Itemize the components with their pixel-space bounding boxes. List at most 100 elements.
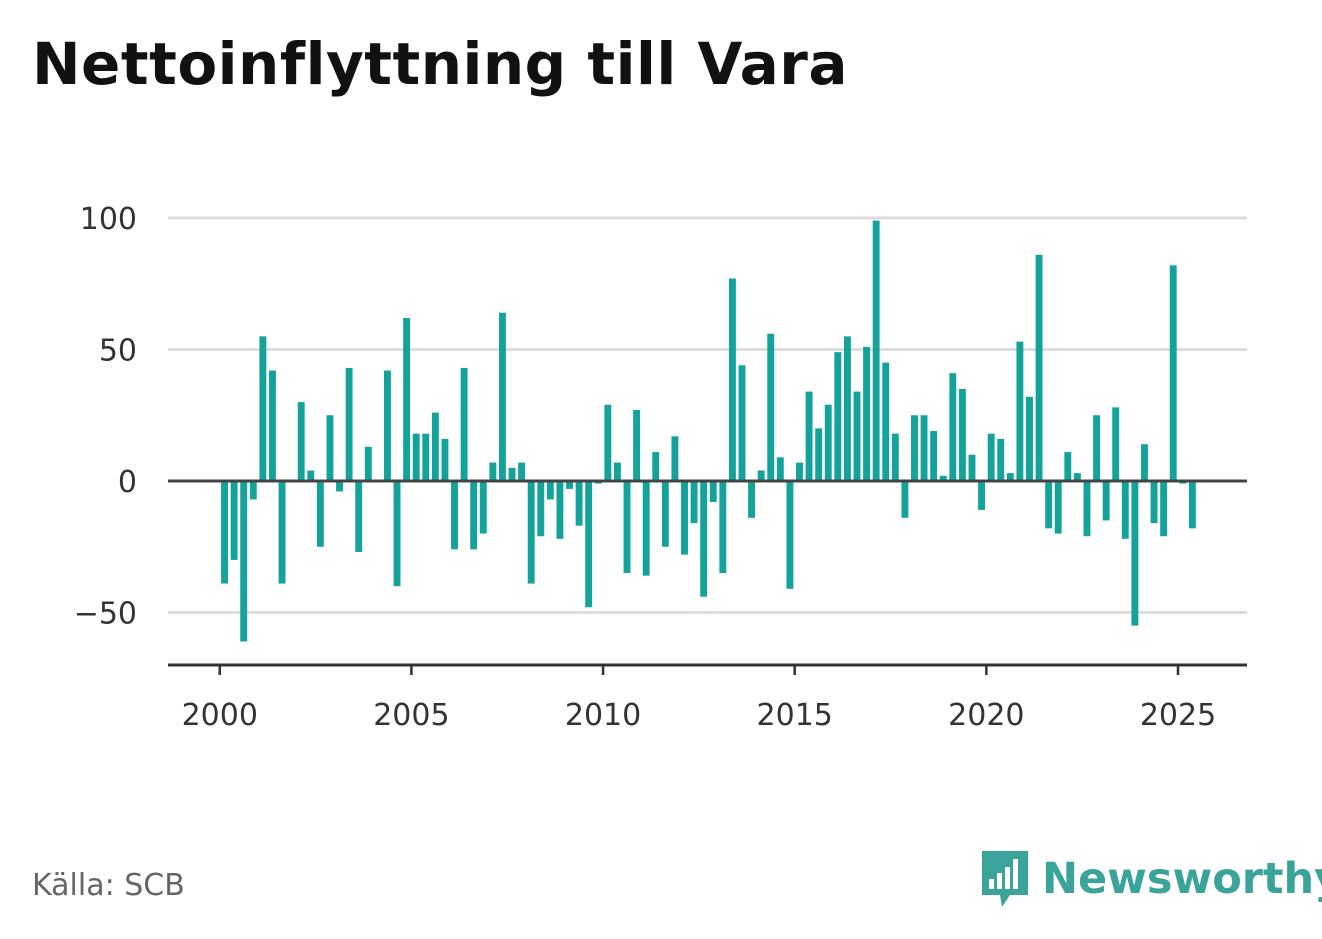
bar bbox=[230, 481, 238, 560]
x-tick-label: 2005 bbox=[373, 698, 449, 733]
bar bbox=[661, 481, 669, 547]
bar bbox=[671, 436, 679, 481]
bar bbox=[355, 481, 363, 553]
bar bbox=[843, 336, 851, 481]
bar bbox=[863, 346, 871, 481]
bar bbox=[776, 457, 784, 481]
bar bbox=[269, 370, 276, 481]
bar bbox=[709, 481, 717, 503]
bar bbox=[441, 438, 449, 481]
bar bbox=[556, 481, 564, 539]
y-tick-label: −50 bbox=[74, 597, 137, 632]
bar bbox=[748, 481, 756, 518]
bar bbox=[891, 433, 899, 481]
bar bbox=[221, 481, 228, 584]
x-tick-label: 2025 bbox=[1140, 698, 1216, 733]
bar bbox=[585, 481, 593, 608]
bar bbox=[930, 431, 938, 481]
bar bbox=[767, 333, 775, 481]
bar bbox=[1121, 481, 1129, 539]
bar bbox=[853, 391, 861, 481]
bar bbox=[431, 412, 439, 481]
bar bbox=[316, 481, 324, 547]
bar bbox=[815, 428, 823, 481]
bar bbox=[393, 481, 401, 587]
bar bbox=[422, 433, 430, 481]
bar bbox=[336, 481, 343, 492]
bar bbox=[1045, 481, 1053, 529]
bar bbox=[259, 336, 267, 481]
y-tick-label: 50 bbox=[99, 334, 137, 369]
bar bbox=[1073, 473, 1081, 481]
bar bbox=[546, 481, 554, 500]
bar bbox=[307, 470, 315, 481]
bar bbox=[383, 370, 391, 481]
bar bbox=[460, 367, 468, 481]
bar bbox=[987, 433, 995, 481]
bar bbox=[508, 467, 516, 481]
bar bbox=[1026, 396, 1033, 481]
tick-labels: 100 50 0 −50 2000 2005 2010 2015 2020 2025 bbox=[74, 202, 1216, 733]
bar bbox=[652, 452, 660, 481]
bar bbox=[757, 470, 765, 481]
chart-title: Nettoinflyttning till Vara bbox=[32, 30, 849, 98]
bar bbox=[575, 481, 583, 526]
bar bbox=[566, 481, 573, 489]
bar bbox=[738, 365, 746, 481]
bar bbox=[297, 402, 305, 481]
bar bbox=[1016, 341, 1024, 481]
source-note: Källa: SCB bbox=[32, 868, 185, 903]
bar bbox=[1112, 407, 1120, 481]
x-tick-label: 2000 bbox=[182, 698, 258, 733]
bar bbox=[1035, 254, 1043, 481]
bar bbox=[901, 481, 909, 518]
bar bbox=[834, 352, 842, 481]
bar bbox=[690, 481, 698, 524]
bar bbox=[412, 433, 420, 481]
bar bbox=[805, 391, 813, 481]
bar bbox=[633, 409, 641, 481]
bar bbox=[719, 481, 727, 574]
x-tick-label: 2020 bbox=[948, 698, 1024, 733]
bar bbox=[518, 462, 526, 481]
bar bbox=[911, 415, 918, 481]
bar bbox=[613, 462, 621, 481]
bar bbox=[498, 312, 506, 481]
bar bbox=[997, 438, 1005, 481]
bar bbox=[278, 481, 286, 584]
bar bbox=[700, 481, 708, 597]
brand-name: Newsworthy bbox=[1042, 854, 1322, 904]
bar bbox=[326, 415, 334, 481]
x-tick-label: 2015 bbox=[757, 698, 833, 733]
bar bbox=[240, 481, 248, 642]
bar bbox=[345, 367, 353, 481]
bar bbox=[1102, 481, 1110, 521]
bar bbox=[824, 404, 832, 481]
bar bbox=[1150, 481, 1158, 524]
y-tick-label: 0 bbox=[118, 465, 137, 500]
bar bbox=[249, 481, 257, 500]
bar bbox=[470, 481, 478, 550]
bar bbox=[882, 362, 890, 481]
bar bbox=[623, 481, 631, 574]
bar bbox=[1141, 444, 1148, 481]
bar bbox=[681, 481, 688, 555]
bar bbox=[479, 481, 487, 534]
bar bbox=[1131, 481, 1139, 626]
bar bbox=[796, 462, 803, 481]
bar bbox=[958, 388, 966, 481]
bar bbox=[403, 317, 411, 481]
bar bbox=[920, 415, 928, 481]
axes bbox=[168, 479, 1247, 675]
bar bbox=[968, 454, 976, 481]
bar bbox=[1160, 481, 1168, 537]
y-tick-label: 100 bbox=[80, 202, 137, 237]
bar bbox=[1093, 415, 1100, 481]
bar bbox=[489, 462, 497, 481]
bar bbox=[728, 278, 736, 481]
bar bbox=[1054, 481, 1062, 534]
bar bbox=[1188, 481, 1196, 529]
bar bbox=[1083, 481, 1091, 537]
bar bbox=[949, 373, 957, 481]
x-tick-label: 2010 bbox=[565, 698, 641, 733]
